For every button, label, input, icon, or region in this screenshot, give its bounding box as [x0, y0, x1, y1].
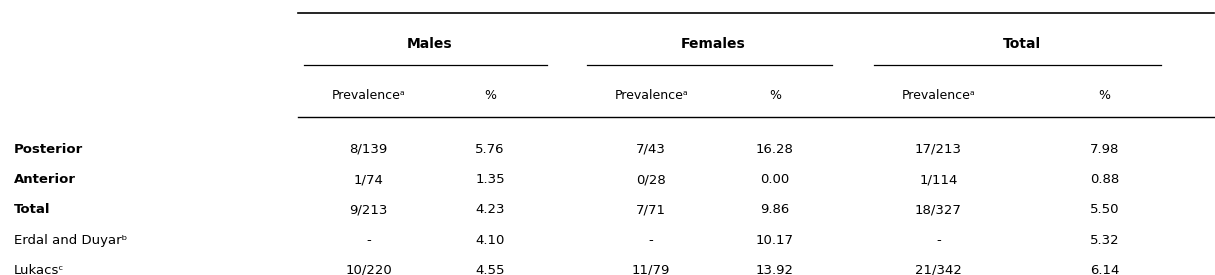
- Text: %: %: [1098, 89, 1111, 102]
- Text: Total: Total: [1002, 37, 1040, 51]
- Text: 5.32: 5.32: [1090, 233, 1119, 247]
- Text: 4.55: 4.55: [475, 264, 504, 275]
- Text: -: -: [936, 233, 940, 247]
- Text: Females: Females: [680, 37, 745, 51]
- Text: 11/79: 11/79: [632, 264, 671, 275]
- Text: 9/213: 9/213: [350, 203, 388, 216]
- Text: 6.14: 6.14: [1090, 264, 1119, 275]
- Text: 5.76: 5.76: [475, 143, 504, 156]
- Text: Posterior: Posterior: [13, 143, 83, 156]
- Text: 17/213: 17/213: [915, 143, 962, 156]
- Text: 8/139: 8/139: [350, 143, 388, 156]
- Text: 4.23: 4.23: [475, 203, 504, 216]
- Text: Total: Total: [13, 203, 50, 216]
- Text: %: %: [769, 89, 781, 102]
- Text: 7/71: 7/71: [637, 203, 666, 216]
- Text: 0.00: 0.00: [761, 173, 790, 186]
- Text: 13.92: 13.92: [756, 264, 793, 275]
- Text: Lukacsᶜ: Lukacsᶜ: [13, 264, 64, 275]
- Text: 0/28: 0/28: [637, 173, 666, 186]
- Text: 9.86: 9.86: [761, 203, 790, 216]
- Text: 18/327: 18/327: [915, 203, 962, 216]
- Text: 7/43: 7/43: [637, 143, 666, 156]
- Text: 1/74: 1/74: [354, 173, 384, 186]
- Text: Prevalenceᵃ: Prevalenceᵃ: [615, 89, 688, 102]
- Text: 5.50: 5.50: [1090, 203, 1119, 216]
- Text: 4.10: 4.10: [475, 233, 504, 247]
- Text: Males: Males: [407, 37, 452, 51]
- Text: 1/114: 1/114: [920, 173, 957, 186]
- Text: 10.17: 10.17: [756, 233, 793, 247]
- Text: -: -: [649, 233, 654, 247]
- Text: -: -: [366, 233, 371, 247]
- Text: 21/342: 21/342: [915, 264, 962, 275]
- Text: 0.88: 0.88: [1090, 173, 1119, 186]
- Text: Prevalenceᵃ: Prevalenceᵃ: [902, 89, 976, 102]
- Text: Erdal and Duyarᵇ: Erdal and Duyarᵇ: [13, 233, 126, 247]
- Text: Prevalenceᵃ: Prevalenceᵃ: [332, 89, 406, 102]
- Text: 10/220: 10/220: [345, 264, 392, 275]
- Text: 1.35: 1.35: [475, 173, 504, 186]
- Text: 7.98: 7.98: [1090, 143, 1119, 156]
- Text: Anterior: Anterior: [13, 173, 75, 186]
- Text: 16.28: 16.28: [756, 143, 793, 156]
- Text: %: %: [484, 89, 496, 102]
